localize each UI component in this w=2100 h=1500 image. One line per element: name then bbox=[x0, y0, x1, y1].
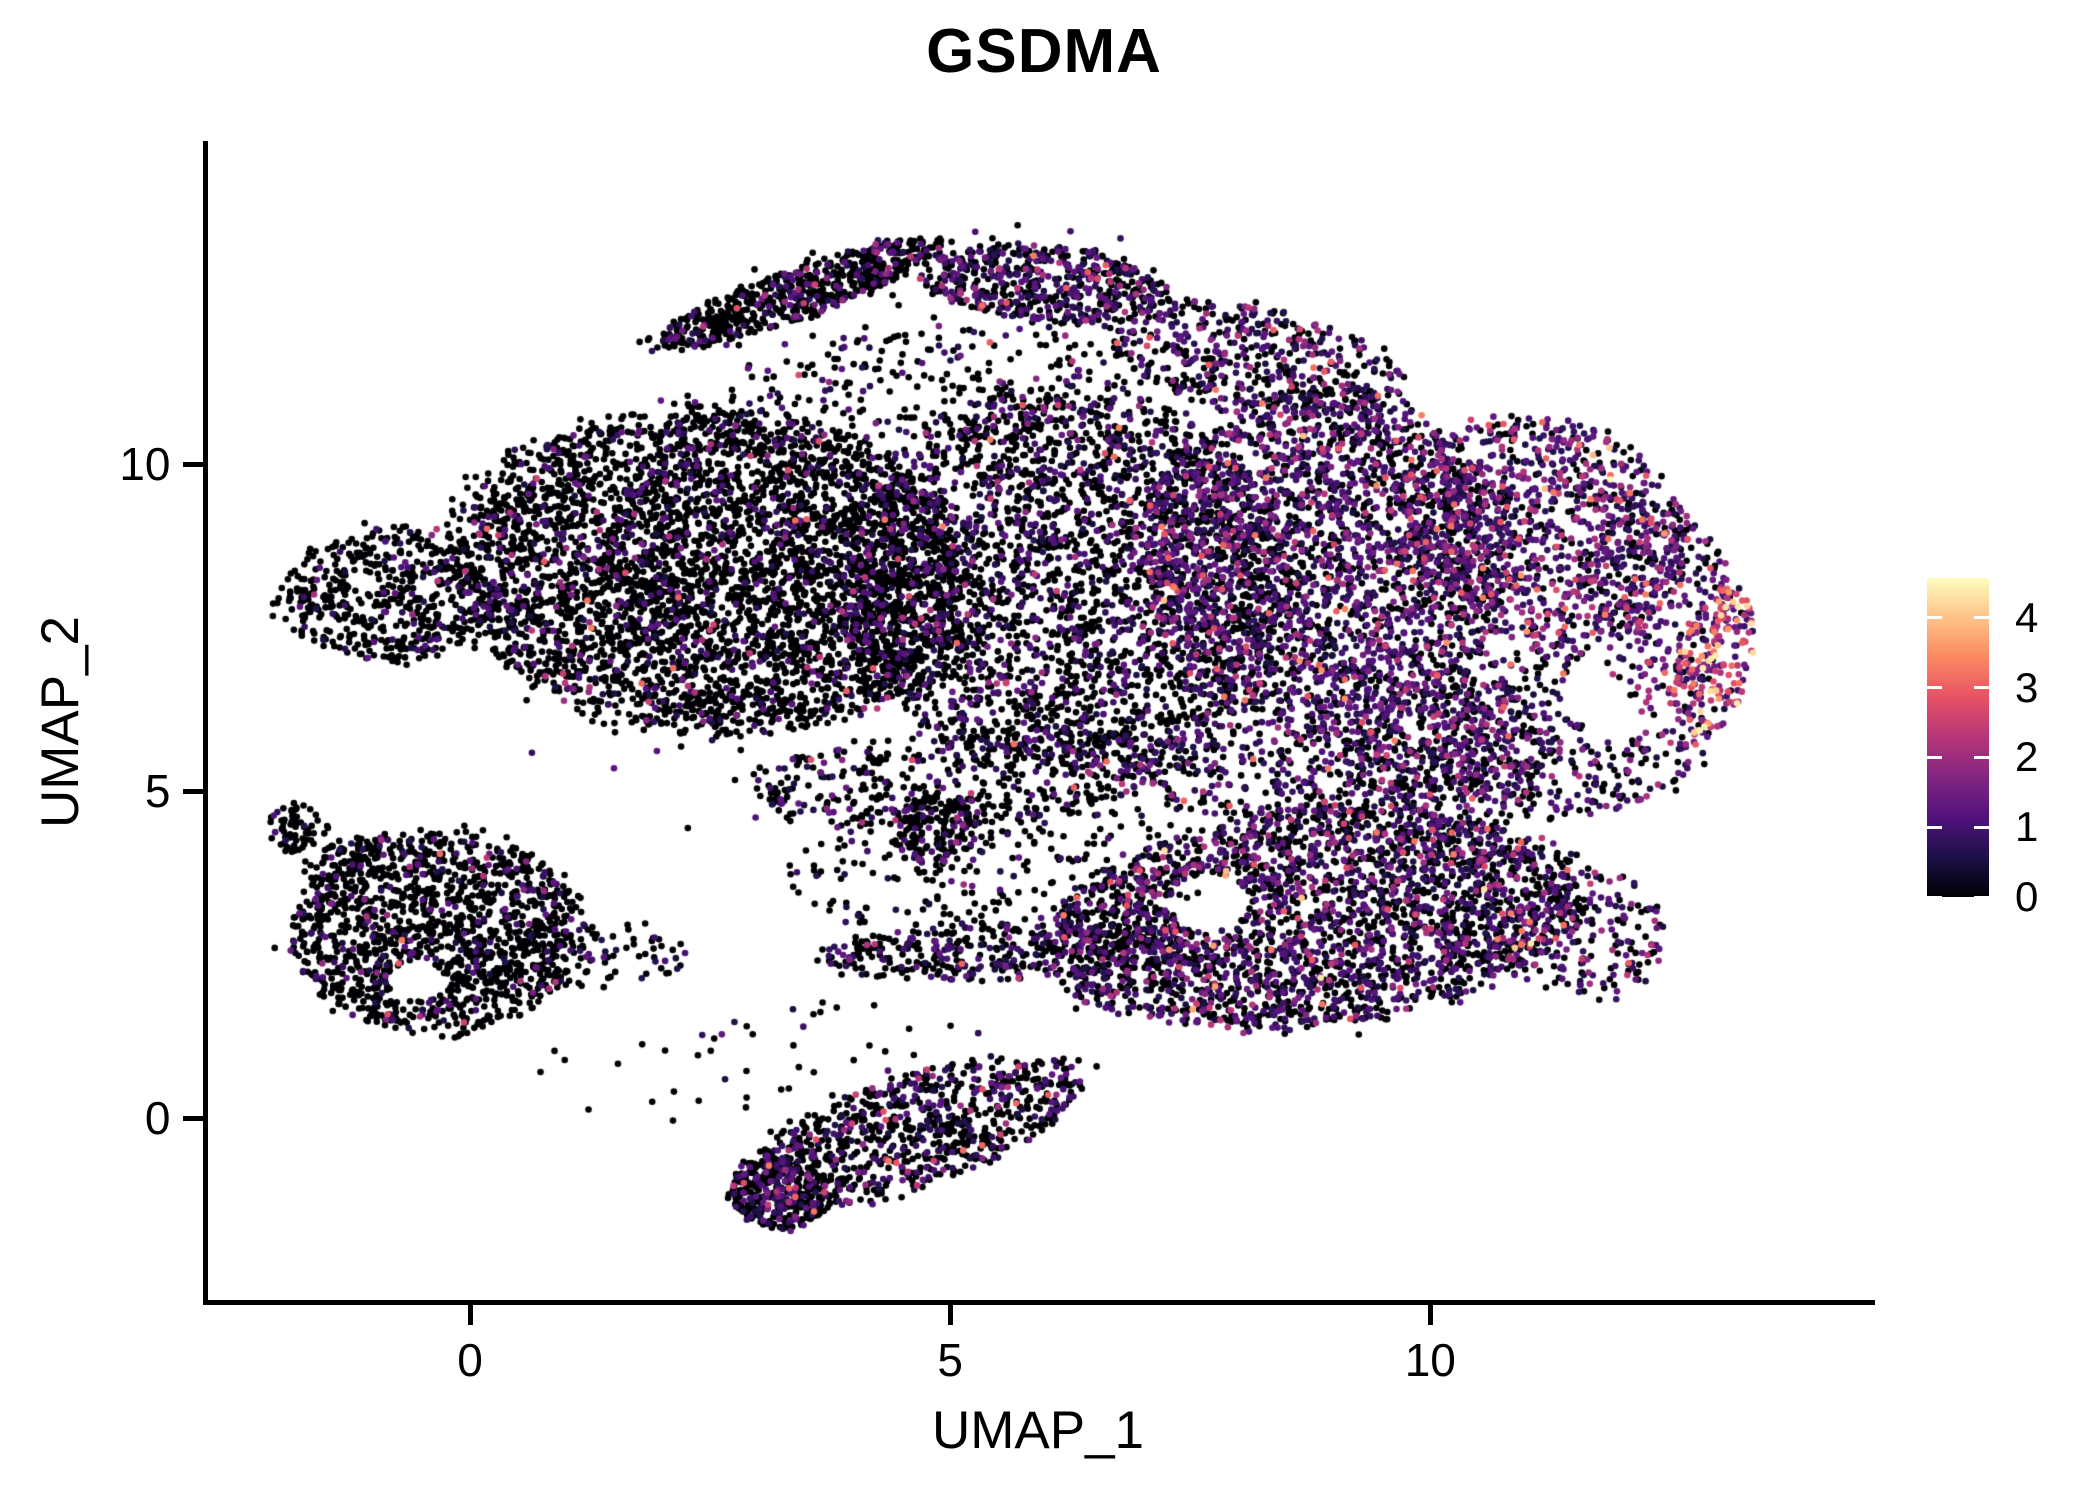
x-tick-mark bbox=[1427, 1304, 1433, 1325]
y-tick-mark bbox=[182, 1115, 203, 1121]
colorbar-tick-dash-left bbox=[1927, 895, 1942, 899]
colorbar-tick-dash-right bbox=[1974, 616, 1989, 620]
colorbar-gradient bbox=[1927, 578, 1989, 897]
colorbar-tick-dash-right bbox=[1974, 895, 1989, 899]
x-axis-line bbox=[202, 1299, 1875, 1305]
colorbar-tick-label: 0 bbox=[2015, 873, 2039, 920]
colorbar-tick-label: 1 bbox=[2015, 803, 2039, 851]
y-axis-title: UMAP_2 bbox=[31, 615, 90, 829]
y-axis-line bbox=[202, 140, 208, 1305]
x-tick-label: 10 bbox=[1404, 1333, 1456, 1386]
colorbar-tick-dash-left bbox=[1927, 755, 1942, 759]
y-tick-label: 5 bbox=[144, 765, 171, 818]
chart-title: GSDMA bbox=[926, 17, 1162, 86]
colorbar-tick-label: 3 bbox=[2015, 663, 2039, 711]
x-tick-label: 5 bbox=[937, 1333, 963, 1386]
colorbar-tick-dash-right bbox=[1974, 755, 1989, 759]
x-axis-title: UMAP_1 bbox=[931, 1401, 1145, 1460]
y-tick-label: 0 bbox=[144, 1092, 171, 1145]
colorbar-tick-label: 2 bbox=[2015, 733, 2039, 781]
y-tick-label: 10 bbox=[119, 438, 171, 491]
colorbar-tick-dash-left bbox=[1927, 686, 1942, 690]
x-tick-label: 0 bbox=[457, 1333, 483, 1386]
x-tick-mark bbox=[947, 1304, 953, 1325]
x-tick-mark bbox=[467, 1304, 473, 1325]
colorbar-tick-dash-right bbox=[1974, 825, 1989, 829]
y-tick-mark bbox=[182, 788, 203, 794]
colorbar-tick-dash-right bbox=[1974, 686, 1989, 690]
colorbar-tick-dash-left bbox=[1927, 825, 1942, 829]
y-tick-mark bbox=[182, 461, 203, 467]
colorbar-tick-label: 4 bbox=[2015, 593, 2039, 641]
colorbar-tick-dash-left bbox=[1927, 616, 1942, 620]
